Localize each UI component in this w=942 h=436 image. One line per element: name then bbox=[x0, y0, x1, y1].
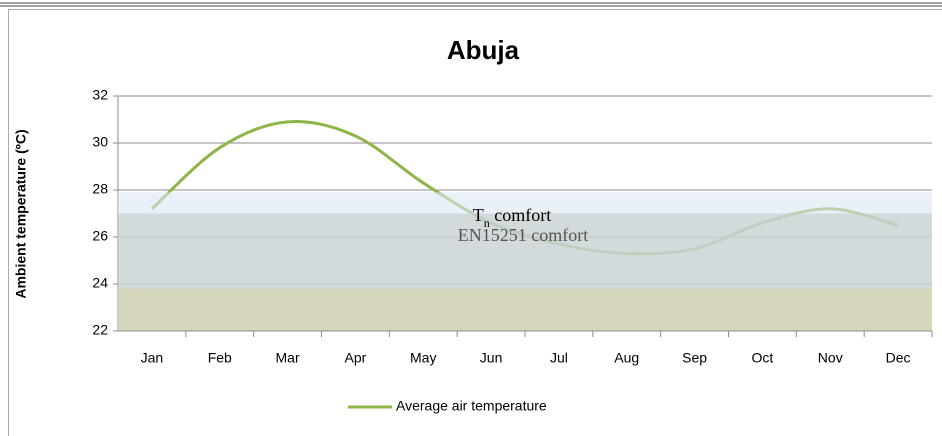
comfort-band bbox=[118, 288, 932, 331]
x-tick-label: Jul bbox=[550, 350, 568, 366]
x-tick-label: Sep bbox=[682, 350, 707, 366]
band-label: Tn comfort bbox=[473, 205, 551, 230]
x-tick-label: May bbox=[410, 350, 436, 366]
x-tick-label: Jan bbox=[141, 350, 164, 366]
y-tick-label: 30 bbox=[92, 134, 108, 150]
band-label-part: comfort bbox=[490, 205, 551, 225]
band-label-part: n bbox=[484, 216, 490, 230]
y-tick-label: 28 bbox=[92, 181, 108, 197]
legend-label: Average air temperature bbox=[396, 398, 547, 414]
x-tick-label: Apr bbox=[345, 350, 367, 366]
x-tick-label: Feb bbox=[208, 350, 232, 366]
band-label: EN15251 comfort bbox=[458, 225, 588, 245]
chart-border bbox=[8, 9, 942, 436]
y-tick-label: 26 bbox=[92, 228, 108, 244]
x-tick-label: Oct bbox=[752, 350, 774, 366]
x-tick-label: Aug bbox=[614, 350, 639, 366]
y-tick-label: 22 bbox=[92, 322, 108, 338]
chart-title: Abuja bbox=[447, 35, 520, 65]
y-axis-label: Ambient temperature (ºC) bbox=[13, 129, 29, 298]
band-label-part: EN15251 comfort bbox=[458, 225, 588, 245]
y-tick-label: 24 bbox=[92, 275, 108, 291]
y-tick-label: 32 bbox=[92, 87, 108, 103]
x-tick-label: Dec bbox=[886, 350, 911, 366]
band-label-part: T bbox=[473, 205, 484, 225]
x-tick-label: Mar bbox=[276, 350, 300, 366]
x-tick-label: Nov bbox=[818, 350, 843, 366]
x-tick-label: Jun bbox=[480, 350, 503, 366]
